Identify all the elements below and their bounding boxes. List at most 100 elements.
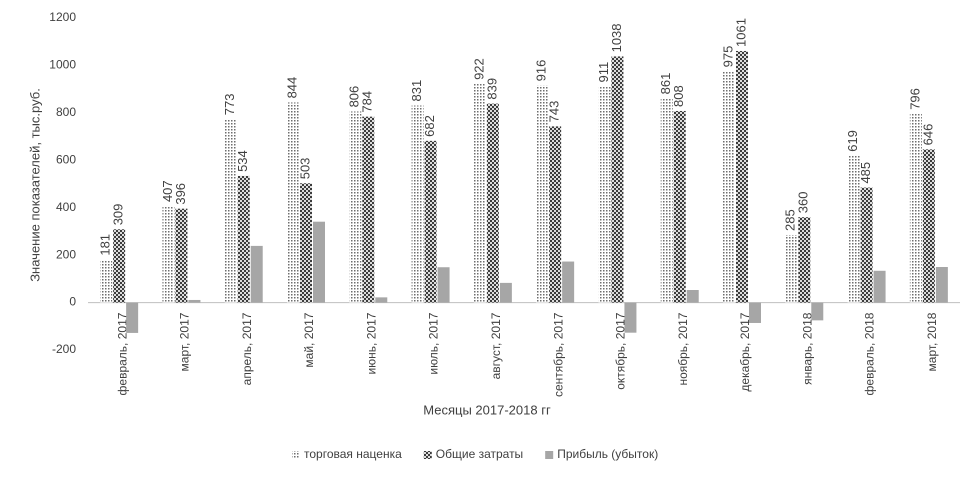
y-tick-label: 1200 [49, 10, 76, 24]
x-tick-label: ноябрь, 2017 [676, 312, 690, 385]
x-tick-label: февраль, 2017 [115, 312, 129, 395]
data-label: 360 [796, 191, 811, 213]
data-label: 911 [596, 62, 611, 83]
data-label: 1038 [609, 23, 624, 52]
data-label: 646 [920, 124, 935, 146]
data-label: 975 [720, 46, 735, 68]
bar [313, 221, 325, 303]
y-tick-label: 600 [56, 152, 76, 166]
y-tick-label: 1000 [49, 58, 76, 72]
legend-marker [292, 451, 300, 459]
bar [188, 299, 201, 303]
x-axis-title: Месяцы 2017-2018 гг [423, 402, 551, 417]
x-tick-label: сентябрь, 2017 [551, 312, 565, 397]
bar [860, 187, 873, 303]
bar [736, 50, 748, 303]
data-label: 285 [783, 209, 798, 231]
y-tick-label: 0 [69, 295, 76, 309]
data-label: 396 [173, 183, 188, 205]
bar [611, 56, 624, 303]
x-tick-label: декабрь, 2017 [738, 312, 752, 391]
bar [499, 282, 512, 303]
bar [549, 126, 562, 303]
bar [224, 119, 237, 303]
x-tick-label: март, 2018 [925, 312, 939, 371]
bar [723, 71, 735, 303]
data-label: 181 [98, 234, 113, 256]
bar [673, 110, 686, 303]
bar [686, 290, 699, 303]
bar [660, 98, 673, 303]
bar [873, 270, 886, 303]
bar [126, 302, 139, 333]
data-label: 619 [845, 130, 860, 152]
bar [287, 102, 299, 303]
bar [362, 116, 375, 303]
legend-label: Прибыль (убыток) [557, 447, 658, 461]
y-tick-label: 800 [56, 105, 76, 119]
x-tick-label: февраль, 2018 [863, 312, 877, 395]
data-label: 806 [347, 86, 362, 108]
bar [250, 245, 263, 303]
bar [624, 302, 637, 333]
bar [598, 86, 611, 303]
x-tick-label: январь, 2018 [800, 312, 814, 385]
data-label: 922 [471, 58, 486, 80]
data-label: 1061 [733, 18, 748, 47]
bar [100, 259, 113, 303]
bar [424, 140, 437, 303]
bar [175, 208, 188, 303]
y-tick-label: -200 [52, 342, 76, 356]
x-tick-label: июль, 2017 [427, 312, 441, 374]
bar [922, 149, 935, 303]
data-label: 784 [360, 91, 375, 113]
bar [562, 261, 575, 303]
data-label: 916 [534, 60, 549, 82]
data-label: 309 [111, 204, 126, 226]
x-tick-label: март, 2017 [178, 312, 192, 371]
legend-label: торговая наценка [304, 447, 402, 461]
bar [300, 183, 312, 303]
bar [811, 302, 824, 321]
x-tick-label: май, 2017 [302, 312, 316, 367]
y-axis-title: Значение показателей, тыс.руб. [27, 88, 42, 282]
bar [162, 206, 175, 303]
data-label: 796 [907, 88, 922, 110]
bar [437, 267, 450, 303]
bar [375, 297, 388, 303]
data-label: 485 [858, 162, 873, 184]
y-tick-label: 200 [56, 247, 76, 261]
x-tick-label: июнь, 2017 [364, 312, 378, 374]
data-label: 743 [547, 101, 562, 123]
x-tick-label: октябрь, 2017 [614, 312, 628, 390]
bar [349, 111, 362, 303]
bar [749, 302, 761, 323]
data-label: 861 [658, 73, 673, 95]
bar [237, 175, 250, 303]
legend-label: Общие затраты [436, 447, 523, 461]
bar [847, 155, 860, 303]
y-tick-label: 400 [56, 200, 76, 214]
data-label: 503 [297, 158, 312, 180]
data-label: 682 [422, 115, 437, 137]
data-label: 844 [284, 77, 299, 99]
data-label: 839 [484, 78, 499, 100]
data-label: 407 [160, 180, 175, 202]
data-label: 831 [409, 80, 424, 102]
bar [785, 234, 798, 303]
legend-marker [545, 451, 554, 459]
bar [798, 217, 811, 303]
data-label: 808 [671, 85, 686, 107]
x-tick-label: август, 2017 [489, 312, 503, 379]
legend-marker [423, 451, 432, 459]
data-label: 534 [235, 150, 250, 172]
bar [411, 105, 424, 303]
x-tick-label: апрель, 2017 [240, 312, 254, 385]
bar [909, 113, 922, 303]
data-label: 773 [222, 94, 237, 116]
bar [113, 229, 126, 303]
bar [935, 267, 948, 303]
bar [536, 85, 549, 303]
bar [473, 83, 486, 303]
